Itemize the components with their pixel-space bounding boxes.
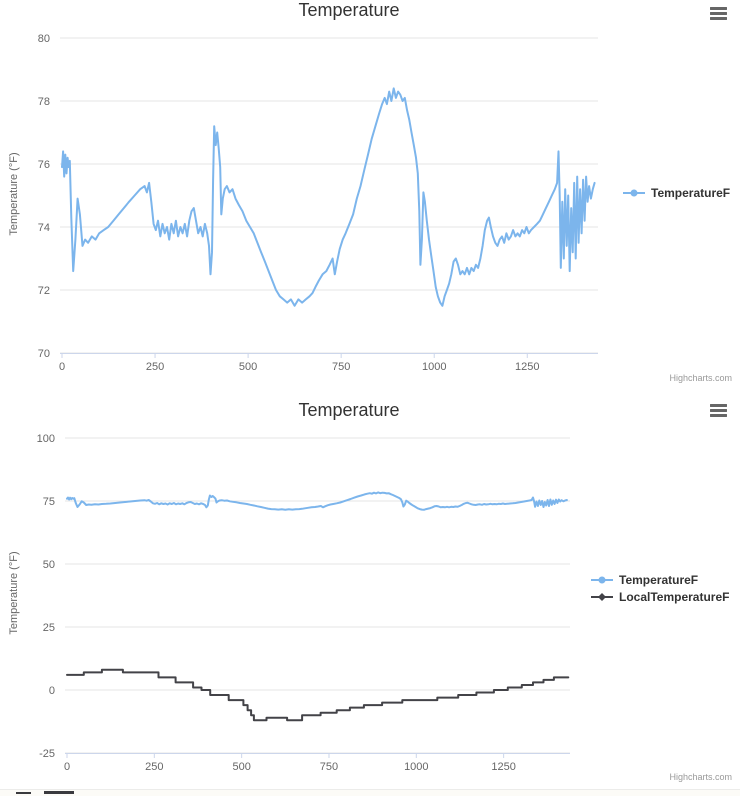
- series-line-temperaturef[interactable]: [66, 491, 568, 511]
- x-tick-label: 0: [59, 361, 65, 373]
- y-tick-label: -25: [39, 748, 55, 760]
- y-tick-label: 75: [43, 496, 55, 508]
- y-tick-label: 76: [38, 159, 50, 171]
- y-tick-label: 70: [38, 348, 50, 360]
- x-tick-label: 250: [145, 761, 163, 773]
- hamburger-bar: [710, 7, 727, 10]
- x-tick-label: 1000: [422, 361, 446, 373]
- legend-item-temperaturef[interactable]: TemperatureF: [622, 186, 730, 200]
- hamburger-bar: [710, 414, 727, 417]
- legend: TemperatureF LocalTemperatureF: [590, 573, 729, 604]
- legend-label: TemperatureF: [619, 573, 699, 587]
- legend-item-temperaturef[interactable]: TemperatureF: [590, 573, 729, 587]
- chart-top: Temperature Temperature (°F) 80 78 76 74 72 7…: [0, 0, 740, 395]
- y-tick-label: 25: [43, 622, 55, 634]
- y-tick-label: 100: [37, 433, 55, 445]
- legend-label: TemperatureF: [651, 186, 731, 200]
- x-tick-label: 1250: [515, 361, 539, 373]
- y-tick-label: 50: [43, 559, 55, 571]
- x-tick-label: 750: [320, 761, 338, 773]
- y-tick-label: 0: [49, 685, 55, 697]
- chart-title: Temperature: [298, 400, 400, 420]
- y-tick-label: 78: [38, 96, 50, 108]
- cutoff-next-chart-strip: [0, 789, 740, 796]
- highcharts-credits-link[interactable]: Highcharts.com: [669, 373, 732, 383]
- x-tick-label: 500: [232, 761, 250, 773]
- hamburger-bar: [710, 404, 727, 407]
- y-tick-label: 80: [38, 33, 50, 45]
- hamburger-bar: [710, 12, 727, 15]
- legend-item-localtemperaturef[interactable]: LocalTemperatureF: [590, 590, 729, 604]
- series-line-temperaturef[interactable]: [61, 87, 596, 307]
- line-series-marker-icon: [591, 576, 613, 584]
- hamburger-bar: [710, 17, 727, 20]
- x-tick-label: 750: [332, 361, 350, 373]
- x-tick-label: 250: [146, 361, 164, 373]
- x-tick-label: 1250: [491, 761, 515, 773]
- legend: TemperatureF: [622, 186, 730, 200]
- chart-title: Temperature: [298, 0, 400, 20]
- y-tick-label: 74: [38, 222, 50, 234]
- x-tick-label: 500: [239, 361, 257, 373]
- hamburger-menu-icon[interactable]: [710, 7, 727, 21]
- legend-label: LocalTemperatureF: [619, 590, 730, 604]
- chart-bottom: Temperature Temperature (°F) 100 75 50 25 0-…: [0, 395, 740, 789]
- series-line-localtemperaturef[interactable]: [66, 668, 570, 722]
- hamburger-menu-icon[interactable]: [710, 404, 727, 418]
- hamburger-bar: [710, 409, 727, 412]
- plot-area: 80 78 76 74 72 70 0 250 500 750 1000 1250: [38, 33, 598, 373]
- cutoff-line-fragment: [44, 791, 74, 794]
- line-series-diamond-marker-icon: [591, 593, 613, 601]
- cutoff-line-fragment: [16, 792, 31, 794]
- y-tick-label: 72: [38, 285, 50, 297]
- x-tick-label: 0: [64, 761, 70, 773]
- x-tick-label: 1000: [404, 761, 428, 773]
- highcharts-credits-link[interactable]: Highcharts.com: [669, 772, 732, 782]
- line-series-marker-icon: [623, 189, 645, 197]
